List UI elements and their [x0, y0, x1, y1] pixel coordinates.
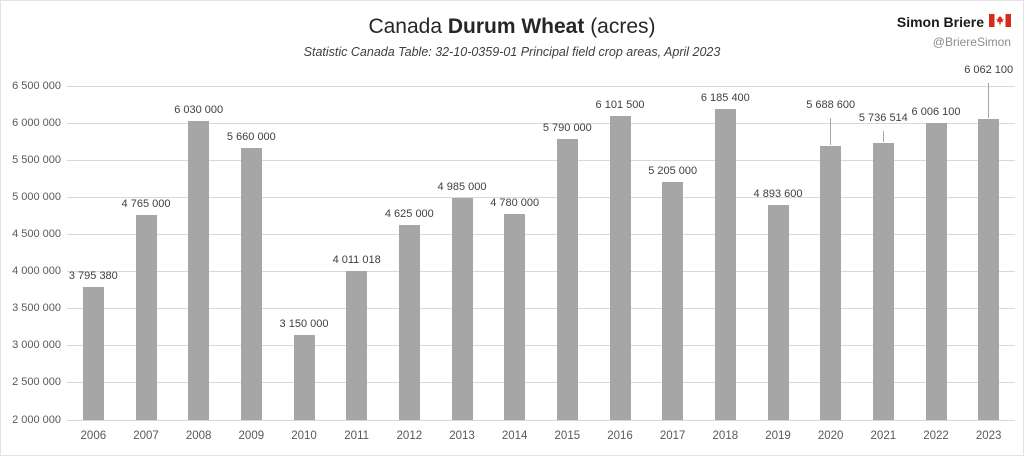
bar-value-label: 6 030 000 — [174, 103, 224, 116]
bar-2020 — [820, 146, 842, 420]
bar-2010 — [293, 334, 315, 420]
x-tick-label: 2020 — [817, 430, 844, 442]
bar-value-label: 6 062 100 — [964, 63, 1014, 76]
bar-value-label: 6 185 400 — [700, 92, 750, 105]
x-tick-label: 2006 — [80, 430, 107, 442]
author-handle: @BriereSimon — [932, 35, 1011, 50]
chart-title-suffix: (acres) — [584, 15, 656, 38]
bar-value-label: 6 006 100 — [911, 105, 961, 118]
x-tick-label: 2011 — [344, 430, 370, 442]
bar-value-label: 5 660 000 — [226, 131, 276, 144]
bar-2017 — [662, 182, 684, 420]
bar-2012 — [398, 225, 420, 420]
x-tick-label: 2019 — [765, 430, 791, 442]
bar-2021 — [872, 142, 894, 420]
chart-title: Canada Durum Wheat (acres) — [1, 15, 1023, 39]
x-tick-label: 2017 — [659, 430, 686, 442]
bar-2007 — [135, 214, 157, 420]
gridline — [67, 382, 1015, 384]
bar-value-label: 4 985 000 — [437, 181, 487, 194]
x-tick-label: 2008 — [185, 430, 212, 442]
y-tick-label: 4 500 000 — [12, 227, 61, 240]
x-tick-label: 2009 — [238, 430, 265, 442]
x-tick-label: 2023 — [975, 430, 1002, 442]
y-tick-label: 4 000 000 — [12, 265, 61, 278]
chart-title-prefix: Canada — [368, 15, 448, 38]
bar-2016 — [609, 115, 631, 420]
x-tick-label: 2015 — [554, 430, 581, 442]
bar-value-label: 5 736 514 — [858, 111, 908, 124]
y-tick-label: 2 500 000 — [12, 376, 61, 389]
label-leader-line — [988, 82, 990, 118]
bar-value-label: 6 101 500 — [595, 98, 645, 111]
bar-2009 — [240, 148, 262, 420]
bar-value-label: 4 011 018 — [332, 253, 381, 266]
x-tick-label: 2010 — [291, 430, 317, 442]
y-tick-label: 3 500 000 — [12, 302, 61, 315]
bar-value-label: 4 765 000 — [121, 197, 171, 210]
bar-2023 — [978, 118, 1000, 420]
x-tick-label: 2018 — [712, 430, 739, 442]
canada-flag-icon — [989, 13, 1011, 33]
y-tick-label: 5 000 000 — [12, 190, 61, 203]
label-leader-line — [830, 118, 832, 146]
gridline — [67, 122, 1015, 124]
author-name: Simon Briere — [896, 14, 984, 31]
bar-value-label: 4 893 600 — [753, 188, 803, 201]
bar-value-label: 5 205 000 — [648, 165, 698, 178]
author-block: Simon Briere @BriereSimon — [897, 13, 1011, 50]
bar-value-label: 5 688 600 — [806, 99, 856, 112]
bar-2013 — [451, 198, 473, 420]
x-tick-label: 2022 — [923, 430, 949, 442]
bar-value-label: 3 150 000 — [279, 317, 329, 330]
gridline — [67, 85, 1015, 87]
y-tick-label: 3 000 000 — [12, 339, 61, 352]
chart-title-crop: Durum Wheat — [447, 15, 585, 38]
x-tick-label: 2014 — [501, 430, 528, 442]
gridline — [67, 308, 1015, 310]
bar-2006 — [82, 286, 104, 420]
x-tick-label: 2012 — [396, 430, 423, 442]
gridline — [67, 233, 1015, 235]
gridline — [67, 196, 1015, 198]
gridline — [67, 419, 1015, 421]
bar-value-label: 3 795 380 — [68, 269, 118, 282]
gridline — [67, 159, 1015, 161]
x-tick-label: 2021 — [870, 430, 897, 442]
bar-value-label: 4 625 000 — [384, 208, 434, 221]
bar-2022 — [925, 122, 947, 420]
x-tick-label: 2016 — [607, 430, 633, 442]
bar-value-label: 4 780 000 — [490, 196, 540, 209]
author-name-row: Simon Briere — [897, 13, 1011, 33]
y-tick-label: 2 000 000 — [12, 413, 61, 426]
x-tick-label: 2013 — [449, 430, 475, 442]
label-leader-line — [882, 130, 884, 142]
bar-2019 — [767, 205, 789, 420]
chart-subtitle: Statistic Canada Table: 32-10-0359-01 Pr… — [303, 45, 721, 59]
bar-2014 — [504, 213, 526, 420]
x-tick-label: 2007 — [133, 430, 159, 442]
gridline — [67, 271, 1015, 273]
bar-2018 — [714, 109, 736, 420]
bar-value-label: 5 790 000 — [542, 121, 592, 134]
gridline — [67, 345, 1015, 347]
y-tick-label: 5 500 000 — [12, 153, 61, 166]
bar-2011 — [346, 270, 368, 420]
bar-2008 — [188, 120, 210, 420]
y-tick-label: 6 000 000 — [12, 116, 61, 129]
bar-2015 — [556, 138, 578, 420]
y-tick-label: 6 500 000 — [12, 79, 61, 92]
